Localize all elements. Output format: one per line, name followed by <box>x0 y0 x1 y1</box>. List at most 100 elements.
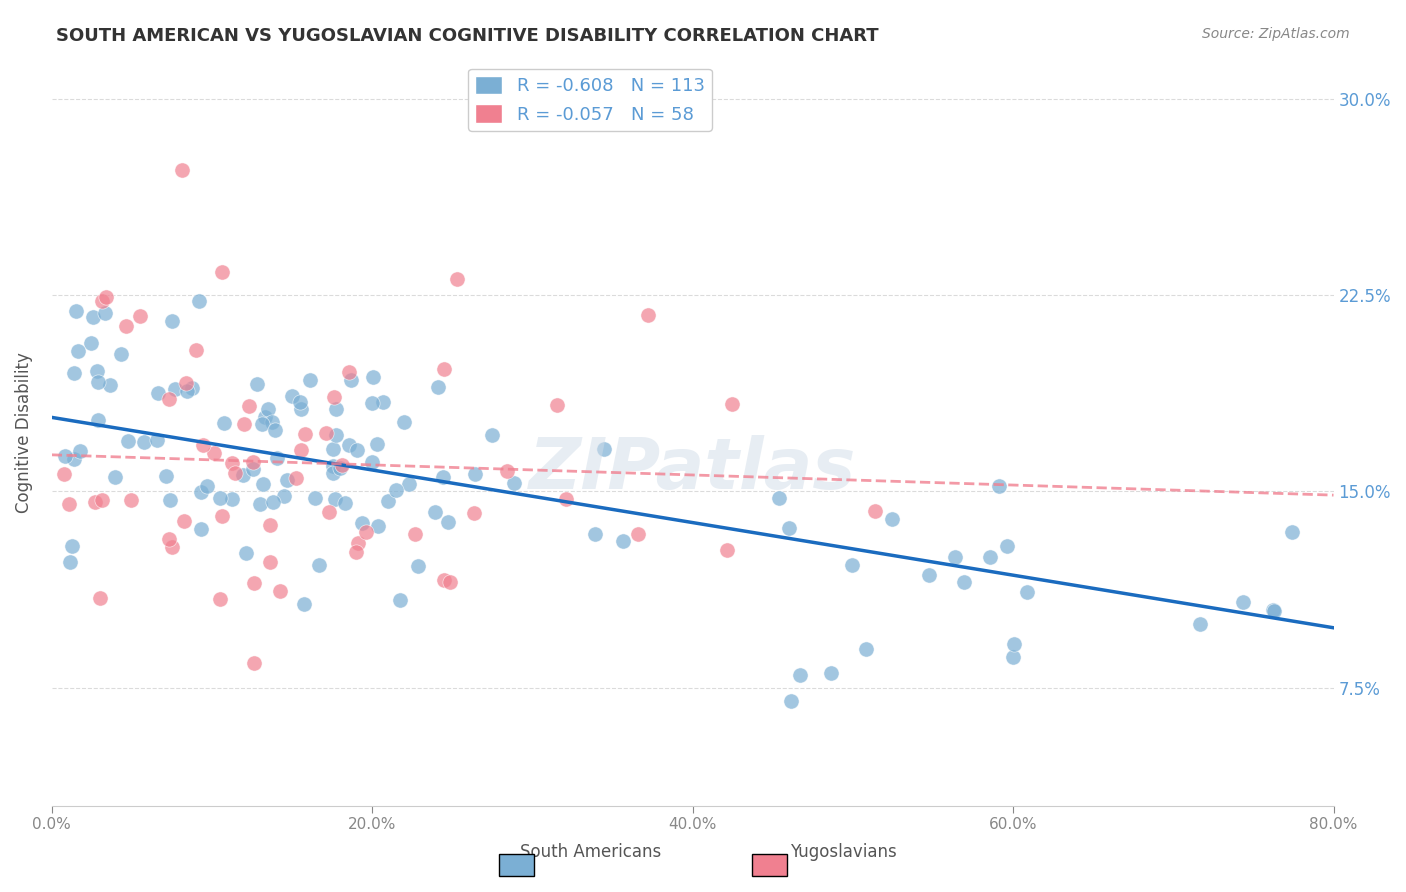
Point <box>367 519 389 533</box>
Point <box>339 438 361 452</box>
Point <box>89 591 111 605</box>
Point <box>979 550 1001 565</box>
Point <box>361 370 384 384</box>
Point <box>98 377 121 392</box>
Point <box>346 442 368 457</box>
Point <box>495 465 517 479</box>
Point <box>211 509 233 524</box>
Point <box>855 642 877 657</box>
Point <box>94 306 117 320</box>
Point <box>315 426 337 441</box>
Point <box>298 373 321 387</box>
Point <box>361 396 384 410</box>
Text: Yugoslavians: Yugoslavians <box>790 843 897 861</box>
Point <box>246 376 269 391</box>
Point <box>172 163 194 178</box>
Point <box>242 455 264 469</box>
Point <box>361 455 384 469</box>
Point <box>1002 649 1025 664</box>
Point <box>789 667 811 681</box>
Point <box>134 434 156 449</box>
Point <box>242 462 264 476</box>
Point <box>243 575 266 590</box>
Point <box>555 491 578 506</box>
Point <box>377 494 399 508</box>
Point <box>82 310 104 324</box>
Point <box>1232 595 1254 609</box>
Point <box>63 367 86 381</box>
Point <box>463 507 485 521</box>
Point <box>437 515 460 529</box>
Point <box>224 466 246 480</box>
Point <box>65 303 87 318</box>
Point <box>163 382 186 396</box>
Point <box>322 390 344 404</box>
Point <box>186 343 208 357</box>
Point <box>943 549 966 564</box>
Point <box>294 427 316 442</box>
Point <box>235 546 257 560</box>
Point <box>115 319 138 334</box>
Point <box>322 442 344 456</box>
Point <box>481 428 503 442</box>
Point <box>1002 637 1025 651</box>
Point <box>350 516 373 530</box>
Point <box>87 375 110 389</box>
Point <box>269 584 291 599</box>
Point <box>339 373 361 387</box>
Point <box>260 415 283 429</box>
Point <box>288 395 311 409</box>
Point <box>58 497 80 511</box>
Point <box>157 392 180 406</box>
Point <box>398 477 420 491</box>
Point <box>264 424 287 438</box>
Point <box>176 384 198 398</box>
Point <box>392 415 415 429</box>
Point <box>110 347 132 361</box>
Point <box>371 394 394 409</box>
Point <box>173 514 195 528</box>
Point <box>426 380 449 394</box>
Point <box>259 518 281 533</box>
Point <box>120 493 142 508</box>
Point <box>347 536 370 550</box>
Point <box>432 470 454 484</box>
Point <box>155 468 177 483</box>
Point <box>612 533 634 548</box>
Point <box>160 540 183 554</box>
Point <box>322 459 344 474</box>
Point <box>276 473 298 487</box>
Point <box>366 436 388 450</box>
Point <box>69 443 91 458</box>
Point <box>284 471 307 485</box>
Point <box>304 491 326 505</box>
Point <box>290 442 312 457</box>
Point <box>404 526 426 541</box>
Point <box>329 460 352 475</box>
Legend: R = -0.608   N = 113, R = -0.057   N = 58: R = -0.608 N = 113, R = -0.057 N = 58 <box>468 69 711 131</box>
Point <box>1263 603 1285 617</box>
Point <box>146 385 169 400</box>
Point <box>389 593 412 607</box>
Point <box>433 574 456 588</box>
Point <box>266 451 288 466</box>
Point <box>637 309 659 323</box>
Point <box>720 397 742 411</box>
Point <box>84 495 107 509</box>
Point <box>193 438 215 452</box>
Point <box>439 574 461 589</box>
Point <box>952 575 974 590</box>
Text: South Americans: South Americans <box>520 843 661 861</box>
Text: ZIPatlas: ZIPatlas <box>529 435 856 504</box>
Y-axis label: Cognitive Disability: Cognitive Disability <box>15 352 32 513</box>
Point <box>280 389 302 403</box>
Point <box>63 451 86 466</box>
Point <box>214 417 236 431</box>
Point <box>91 293 114 308</box>
Point <box>716 543 738 558</box>
Point <box>880 512 903 526</box>
Point <box>53 467 76 482</box>
Point <box>1281 524 1303 539</box>
Point <box>778 521 800 535</box>
Point <box>323 492 346 507</box>
